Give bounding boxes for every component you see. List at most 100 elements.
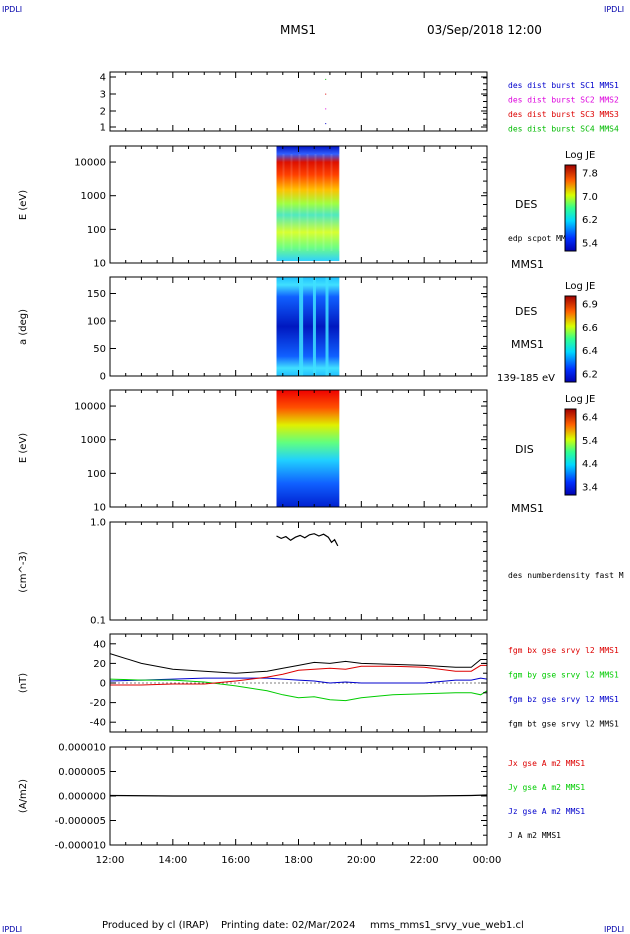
des-energy-label: DES — [515, 198, 537, 211]
dis-energy-tick-label: 100 — [87, 469, 106, 480]
current-tick-label: 0.000010 — [58, 743, 106, 754]
current-legend-entry: Jz gse A m2 MMS1 — [508, 807, 585, 816]
density-y-label: (cm^-3) — [18, 551, 29, 592]
des-pitch-colorbar-title: Log JE — [565, 281, 595, 292]
current-tick-label: -0.000010 — [55, 841, 106, 852]
des-energy-tick-label: 100 — [87, 225, 106, 236]
burst-tick-label: 3 — [100, 90, 106, 101]
burst-point — [325, 108, 327, 110]
des-energy-spectrogram — [276, 146, 340, 261]
des-pitch-stripe — [299, 277, 304, 376]
footer-producer: Produced by cl (IRAP) — [102, 920, 209, 931]
des-pitch-colorbar-tick: 6.9 — [582, 300, 598, 311]
dis-energy-panel: 10000 1000 100 10 E (eV) DIS MMS1 Log JE 6.4 5.4 4… — [18, 389, 598, 515]
dis-energy-spectrogram — [276, 390, 340, 507]
des-energy-stripe — [330, 154, 333, 251]
dis-energy-y-label: E (eV) — [18, 433, 29, 463]
des-energy-stripe — [322, 154, 325, 251]
des-energy-stripe — [338, 154, 341, 251]
des-pitch-bottom-label: 139-185 eV — [497, 373, 555, 384]
dis-energy-tick-label: 10000 — [74, 402, 106, 413]
dis-energy-colorbar — [564, 408, 577, 496]
burst-panel: 4 3 2 1 des dist burst SC1 MMS1 des dist burs… — [100, 71, 619, 134]
bfield-legend-entry: fgm bx gse srvy l2 MMS1 — [508, 646, 619, 655]
des-energy-y-label: E (eV) — [18, 190, 29, 220]
dis-energy-colorbar-title: Log JE — [565, 394, 595, 405]
des-pitch-panel: 150 100 50 0 a (deg) DES MMS1 139-185 eV Log JE 6… — [18, 276, 598, 384]
bfield-line — [109, 677, 488, 684]
corner-label-bottom-left: IPDLI — [2, 925, 22, 934]
burst-legend-entry: des dist burst SC1 MMS1 — [508, 81, 619, 90]
des-pitch-colorbar-tick: 6.6 — [582, 323, 598, 334]
footer-printing-date: Printing date: 02/Mar/2024 — [221, 920, 356, 931]
current-tick-label: 0.000000 — [58, 792, 106, 803]
burst-tick-label: 2 — [100, 107, 106, 118]
current-legend-entry: Jy gse A m2 MMS1 — [508, 783, 585, 792]
des-energy-colorbar-tick: 5.4 — [582, 239, 598, 250]
time-tick-label: 12:00 — [96, 855, 125, 866]
des-energy-colorbar-tick: 7.0 — [582, 192, 598, 203]
dis-energy-tick-label: 1000 — [81, 435, 106, 446]
density-legend: des numberdensity fast M — [508, 571, 624, 580]
burst-tick-label: 1 — [100, 123, 106, 134]
time-tick-label: 22:00 — [410, 855, 439, 866]
bfield-tick-label: 20 — [93, 659, 106, 670]
burst-legend-entry: des dist burst SC4 MMS4 — [508, 125, 619, 134]
bfield-tick-label: 40 — [93, 639, 106, 650]
des-energy-stripe — [306, 154, 309, 251]
time-tick-label: 14:00 — [158, 855, 187, 866]
time-tick-label: 20:00 — [347, 855, 376, 866]
spacecraft-title: MMS1 — [280, 23, 316, 37]
des-energy-tick-label: 10 — [93, 259, 106, 270]
bfield-tick-label: -20 — [90, 698, 106, 709]
density-tick-label: 1.0 — [90, 518, 106, 529]
des-pitch-sublabel: MMS1 — [511, 338, 544, 351]
corner-label-bottom-right: IPDLI — [604, 925, 624, 934]
burst-tick-label: 4 — [100, 73, 106, 84]
bfield-line — [110, 664, 487, 686]
time-tick-label: 16:00 — [221, 855, 250, 866]
des-pitch-tick-label: 0 — [100, 372, 106, 383]
dis-energy-label: DIS — [515, 443, 534, 456]
des-energy-stripe — [290, 154, 293, 251]
density-panel: 1.0 0.1 (cm^-3) des numberdensity fast M — [18, 518, 624, 627]
dis-energy-colorbar-tick: 5.4 — [582, 436, 598, 447]
des-energy-stripe — [298, 154, 301, 251]
des-energy-stripe — [282, 154, 285, 251]
bfield-line — [109, 678, 488, 702]
des-pitch-tick-label: 50 — [93, 344, 106, 355]
des-pitch-stripe — [325, 277, 329, 376]
bfield-panel: 40 20 0 -20 -40 (nT) fgm bx gse srvy l2 MMS1 fg… — [18, 633, 619, 733]
des-energy-colorbar — [564, 164, 577, 252]
time-tick-label: 18:00 — [284, 855, 313, 866]
current-line — [109, 794, 488, 797]
current-legend-entry: Jx gse A m2 MMS1 — [508, 759, 585, 768]
des-pitch-spectrogram — [276, 277, 340, 376]
density-line — [276, 533, 339, 547]
des-energy-colorbar-title: Log JE — [565, 150, 595, 161]
burst-point — [325, 93, 327, 95]
current-legend-entry: J A m2 MMS1 — [508, 831, 561, 840]
des-pitch-colorbar — [564, 295, 577, 383]
des-energy-panel: 10000 1000 100 10 E (eV) DES edp scpot MMS1 MMS… — [18, 145, 598, 271]
des-pitch-label: DES — [515, 305, 537, 318]
bfield-legend-entry: fgm bz gse srvy l2 MMS1 — [508, 695, 619, 704]
dis-energy-colorbar-tick: 6.4 — [582, 413, 598, 424]
des-pitch-tick-label: 150 — [87, 289, 106, 300]
current-tick-label: 0.000005 — [58, 767, 106, 778]
des-pitch-tick-label: 100 — [87, 317, 106, 328]
current-panel: 0.000010 0.000005 0.000000 -0.000005 -0.0000… — [18, 743, 585, 852]
des-energy-colorbar-tick: 6.2 — [582, 215, 598, 226]
density-frame — [109, 521, 488, 621]
bfield-tick-label: 0 — [100, 679, 106, 690]
density-tick-label: 0.1 — [90, 616, 106, 627]
dis-energy-colorbar-tick: 3.4 — [582, 483, 598, 494]
time-axis: 12:00 14:00 16:00 18:00 20:00 22:00 00:00 — [96, 855, 502, 866]
burst-legend-entry: des dist burst SC3 MMS3 — [508, 110, 619, 119]
current-y-label: (A/m2) — [18, 779, 29, 813]
des-energy-sublabel: edp scpot MMS1 — [508, 234, 576, 243]
bfield-legend-entry: fgm bt gse srvy l2 MMS1 — [508, 720, 619, 729]
des-energy-stripe — [314, 154, 317, 251]
corner-label-top-left: IPDLI — [2, 5, 22, 14]
